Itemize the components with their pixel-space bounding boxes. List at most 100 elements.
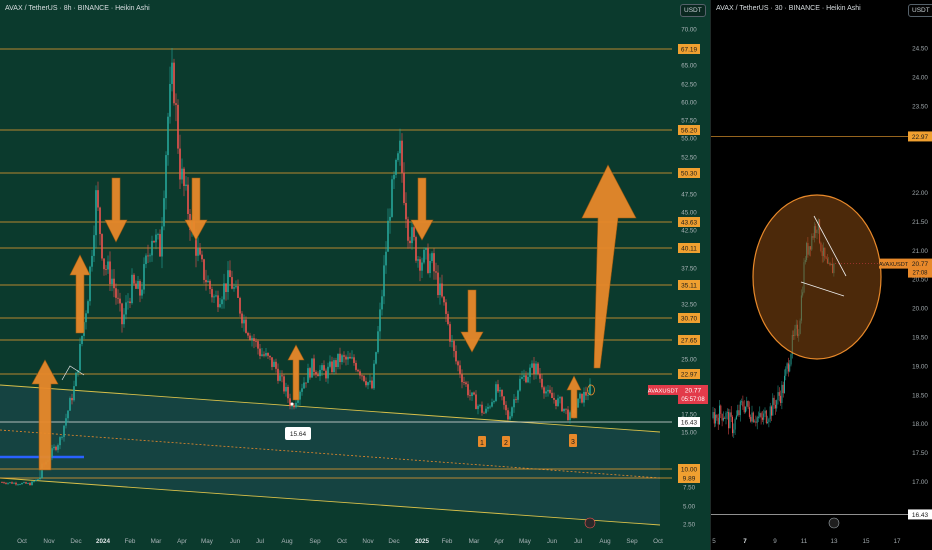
currency-badge[interactable]: USDT bbox=[680, 4, 706, 17]
price-tick: 70.00 bbox=[681, 27, 697, 34]
symbol-tag: AVAXUSDT bbox=[648, 389, 679, 395]
candle-body bbox=[131, 274, 133, 304]
time-tick: Oct bbox=[17, 538, 27, 545]
candle-body bbox=[95, 190, 97, 236]
candle-body bbox=[776, 400, 778, 409]
candle-body bbox=[67, 410, 69, 419]
price-tick: 20.50 bbox=[912, 277, 928, 284]
candle-body bbox=[763, 413, 765, 420]
low-label: 15.64 bbox=[290, 431, 307, 438]
candle-body bbox=[153, 240, 155, 243]
time-tick: Jun bbox=[547, 538, 558, 545]
candle-body bbox=[17, 484, 19, 486]
candle-body bbox=[253, 338, 255, 342]
candle-body bbox=[738, 410, 740, 416]
candle-body bbox=[161, 226, 163, 257]
candle-body bbox=[726, 412, 728, 413]
candle-body bbox=[109, 261, 111, 284]
candle-body bbox=[752, 412, 754, 423]
low-marker bbox=[290, 402, 294, 406]
candle-body bbox=[403, 172, 405, 203]
candle-body bbox=[173, 62, 175, 104]
candle-body bbox=[263, 354, 265, 356]
candle-body bbox=[365, 381, 367, 386]
candle-body bbox=[137, 281, 139, 289]
candle-body bbox=[719, 405, 720, 425]
candle-body bbox=[65, 418, 67, 426]
candle-body bbox=[277, 368, 279, 381]
level-tag: 22.97 bbox=[912, 134, 929, 141]
candle-body bbox=[443, 296, 445, 303]
price-tick: 65.00 bbox=[681, 63, 697, 70]
candle-body bbox=[485, 408, 487, 413]
candle-body bbox=[273, 361, 275, 367]
price-tick: 15.00 bbox=[681, 430, 697, 437]
candle-body bbox=[105, 269, 107, 271]
candle-body bbox=[730, 412, 732, 417]
candle-body bbox=[343, 355, 345, 357]
candle-body bbox=[773, 397, 775, 405]
candle-body bbox=[353, 357, 355, 363]
candle-body bbox=[479, 404, 481, 406]
candle-body bbox=[471, 392, 473, 397]
candle-body bbox=[367, 382, 369, 386]
currency-badge[interactable]: USDT bbox=[908, 4, 932, 17]
candle-body bbox=[231, 277, 233, 289]
candle-body bbox=[139, 281, 141, 296]
candle-body bbox=[487, 407, 489, 409]
horizontal-levels bbox=[711, 136, 911, 515]
time-axis: 5 7 9 11 13 15 17 bbox=[712, 538, 901, 545]
candle-body bbox=[169, 83, 171, 117]
level-tag-bg bbox=[678, 243, 700, 253]
candle-body bbox=[337, 353, 339, 368]
candle-body bbox=[311, 358, 313, 378]
price-tick: 55.00 bbox=[681, 136, 697, 143]
candle-body bbox=[7, 482, 9, 484]
candle-body bbox=[53, 446, 55, 449]
time-tick: 2024 bbox=[96, 538, 111, 545]
candle-body bbox=[735, 415, 737, 420]
candle-body bbox=[345, 356, 347, 360]
candle-body bbox=[11, 482, 13, 484]
candles bbox=[1, 47, 591, 486]
candle-body bbox=[565, 408, 567, 410]
candle-body bbox=[583, 391, 585, 403]
candle-body bbox=[329, 361, 331, 367]
candle-body bbox=[209, 280, 211, 290]
candle-body bbox=[503, 396, 505, 405]
candle-body bbox=[421, 262, 423, 271]
main-chart-canvas[interactable]: 1 2 3 15.64 70.00 67.19 65.00 62.50 60.00 57.50 5… bbox=[0, 0, 710, 550]
price-tick: 19.50 bbox=[912, 335, 928, 342]
price-marker bbox=[587, 384, 595, 396]
candle-body bbox=[125, 302, 127, 315]
secondary-chart-pane[interactable]: 24.5024.0023.5023.0022.9722.0021.5021.00… bbox=[710, 0, 932, 550]
candle-body bbox=[501, 389, 503, 397]
horizontal-levels bbox=[0, 48, 678, 479]
candle-body bbox=[13, 482, 15, 484]
candle-body bbox=[199, 248, 201, 255]
candle-body bbox=[287, 386, 289, 399]
candle-body bbox=[767, 421, 769, 424]
level-tag: 10.00 bbox=[681, 467, 698, 474]
candle-body bbox=[389, 216, 391, 221]
candle-body bbox=[317, 374, 319, 377]
time-tick: Feb bbox=[442, 538, 453, 545]
candle-body bbox=[761, 417, 763, 420]
candle-body bbox=[227, 270, 229, 293]
candle-body bbox=[721, 413, 723, 421]
candle-body bbox=[579, 393, 581, 399]
candle-body bbox=[445, 302, 447, 314]
candle-body bbox=[561, 397, 563, 412]
main-chart-pane[interactable]: 1 2 3 15.64 70.00 67.19 65.00 62.50 60.00 57.50 5… bbox=[0, 0, 710, 550]
candle-body bbox=[3, 482, 5, 484]
candle-body bbox=[91, 255, 93, 267]
time-tick: Nov bbox=[362, 538, 374, 545]
candle-body bbox=[541, 378, 543, 388]
candle-body bbox=[716, 414, 718, 418]
price-tick: 45.00 bbox=[681, 210, 697, 217]
candle-body bbox=[772, 397, 774, 416]
candle-body bbox=[475, 394, 477, 410]
touch-label-bg bbox=[478, 436, 486, 447]
secondary-chart-canvas[interactable]: 24.5024.0023.5023.0022.9722.0021.5021.00… bbox=[711, 0, 932, 550]
candle-body bbox=[119, 298, 121, 304]
